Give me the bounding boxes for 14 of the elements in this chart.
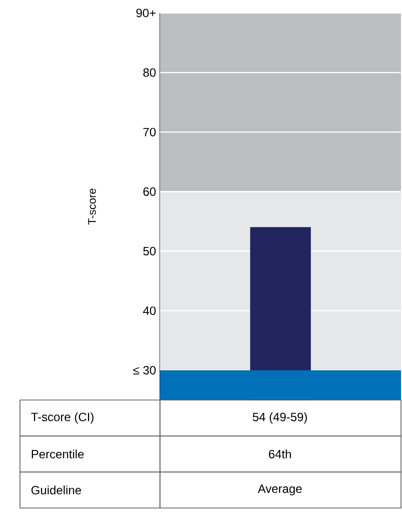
text: Average [258, 484, 302, 496]
text: Guideline [32, 486, 82, 494]
y-tick-label: 60 [144, 187, 156, 196]
y-tick-label: 80 [144, 68, 156, 77]
text: Percentile [32, 450, 84, 458]
y-axis-title: T-score [88, 188, 96, 225]
data-label: 54 (49-59) [253, 412, 308, 424]
y-tick-label: 50 [143, 246, 156, 256]
text: 64th [269, 450, 292, 458]
y-tick-label: 90+ [136, 8, 156, 18]
text: T-score (CI) [31, 412, 94, 424]
y-tick-label: ≤ 30 [133, 366, 156, 374]
y-tick-label: 40 [143, 306, 156, 315]
y-tick-label: 70 [144, 128, 156, 136]
